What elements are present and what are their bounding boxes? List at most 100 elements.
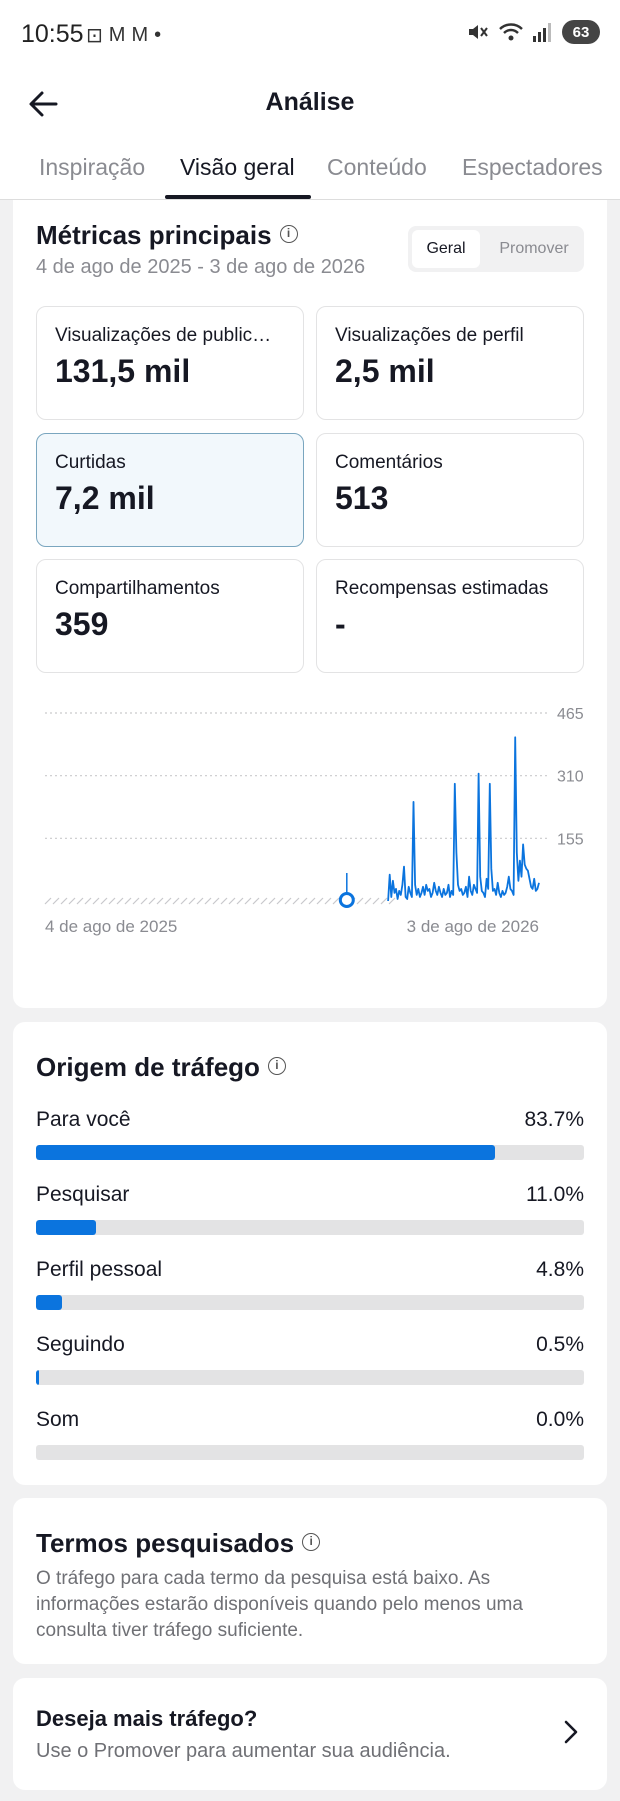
traffic-title-text: Origem de tráfego — [36, 1052, 260, 1082]
baseline-hatch — [316, 897, 324, 905]
traffic-source-bar — [36, 1145, 584, 1160]
promote-card[interactable]: Deseja mais tráfego? Use o Promover para… — [13, 1678, 607, 1790]
baseline-hatch — [236, 897, 244, 905]
signal-icon — [533, 23, 551, 42]
info-icon[interactable]: i — [279, 225, 298, 244]
traffic-source-bar — [36, 1370, 584, 1385]
metric-value: 7,2 mil — [55, 480, 155, 516]
metric-value: - — [335, 606, 346, 642]
active-tab-indicator — [165, 195, 311, 199]
status-bar: 10:55 ⊡ M M • 63 — [0, 0, 620, 70]
baseline-hatch — [212, 897, 220, 905]
metric-label: Comentários — [335, 452, 443, 473]
segment-control: Geral Promover — [408, 226, 584, 272]
promo-subtitle: Use o Promover para aumentar sua audiênc… — [36, 1740, 451, 1762]
baseline-hatch — [60, 897, 68, 905]
y-tick-label: 465 — [557, 706, 584, 723]
traffic-source-bar — [36, 1295, 584, 1310]
likes-line-chart: 155 310 465 4 de ago de 2025 3 de ago de 202… — [44, 706, 584, 936]
terms-title: Termos pesquisados i — [36, 1528, 321, 1559]
y-tick-label: 155 — [557, 831, 584, 848]
tab-conteudo[interactable]: Conteúdo — [327, 154, 427, 180]
tab-inspiracao[interactable]: Inspiração — [39, 154, 146, 180]
date-range: 4 de ago de 2025 - 3 de ago de 2026 — [36, 256, 366, 278]
system-icons: 63 — [466, 20, 600, 44]
baseline-hatch — [196, 897, 204, 905]
baseline-hatch — [244, 897, 252, 905]
segment-geral[interactable]: Geral — [412, 230, 480, 268]
screenshot-icon: ⊡ — [86, 25, 103, 47]
traffic-card: Origem de tráfego i Para você 83.7% Pesquis… — [13, 1022, 607, 1485]
traffic-source-percent: 0.0% — [536, 1408, 584, 1431]
metrics-title-text: Métricas principais — [36, 220, 272, 250]
metric-value: 131,5 mil — [55, 353, 191, 389]
traffic-source-percent: 0.5% — [536, 1333, 584, 1356]
back-arrow-icon[interactable] — [24, 84, 64, 124]
traffic-source-bar-fill — [36, 1145, 495, 1160]
metric-card-comments[interactable]: Comentários 513 — [316, 433, 584, 547]
traffic-source-percent: 83.7% — [524, 1108, 584, 1131]
baseline-hatch — [100, 897, 108, 905]
traffic-source-label: Para você — [36, 1108, 131, 1131]
info-icon[interactable]: i — [267, 1057, 286, 1076]
baseline-hatch — [284, 897, 292, 905]
promo-title: Deseja mais tráfego? — [36, 1706, 258, 1731]
metric-value: 359 — [55, 606, 109, 642]
metric-label: Recompensas estimadas — [335, 578, 549, 599]
metric-card-likes[interactable]: Curtidas 7,2 mil — [36, 433, 304, 547]
tab-visao-geral[interactable]: Visão geral — [180, 154, 295, 180]
traffic-source-bar-fill — [36, 1295, 63, 1310]
traffic-source-label: Seguindo — [36, 1333, 125, 1356]
traffic-source-bar-fill — [36, 1370, 39, 1385]
metrics-card: Métricas principais i 4 de ago de 2025 - … — [13, 200, 607, 1008]
metric-card-rewards[interactable]: Recompensas estimadas - — [316, 559, 584, 673]
baseline-hatch — [332, 897, 340, 905]
baseline-hatch — [132, 897, 140, 905]
baseline-hatch — [156, 897, 164, 905]
baseline-hatch — [188, 897, 196, 905]
info-icon[interactable]: i — [302, 1533, 321, 1552]
baseline-hatch — [260, 897, 268, 905]
terms-description: O tráfego para cada termo da pesquisa es… — [36, 1568, 523, 1641]
traffic-source-bar-fill — [36, 1220, 97, 1235]
baseline-hatch — [356, 897, 364, 905]
traffic-title: Origem de tráfego i — [36, 1052, 286, 1083]
baseline-hatch — [172, 897, 180, 905]
baseline-hatch — [164, 897, 172, 905]
baseline-hatch — [140, 897, 148, 905]
baseline-hatch — [92, 897, 100, 905]
y-tick-label: 310 — [557, 769, 584, 786]
baseline-hatch — [324, 897, 332, 905]
metric-label: Visualizações de public… — [55, 325, 272, 346]
baseline-hatch — [300, 897, 308, 905]
metric-card-profile-views[interactable]: Visualizações de perfil 2,5 mil — [316, 306, 584, 420]
baseline-hatch — [148, 897, 156, 905]
x-tick-label: 4 de ago de 2025 — [45, 917, 177, 936]
metric-card-post-views[interactable]: Visualizações de public… 131,5 mil — [36, 306, 304, 420]
baseline-hatch — [228, 897, 236, 905]
baseline-hatch — [252, 897, 260, 905]
baseline-hatch — [220, 897, 228, 905]
baseline-hatch — [364, 897, 372, 905]
traffic-source-label: Som — [36, 1408, 80, 1431]
baseline-hatch — [276, 897, 284, 905]
metric-card-shares[interactable]: Compartilhamentos 359 — [36, 559, 304, 673]
baseline-hatch — [308, 897, 316, 905]
baseline-hatch — [372, 897, 380, 905]
battery-icon: 63 — [562, 20, 600, 44]
metrics-title: Métricas principais i — [36, 220, 298, 251]
chevron-right-icon — [564, 1720, 578, 1744]
notification-icons: ⊡ M M • — [86, 23, 161, 48]
x-tick-label: 3 de ago de 2026 — [407, 917, 539, 936]
baseline-hatch — [116, 897, 124, 905]
traffic-source-percent: 11.0% — [526, 1183, 584, 1206]
metric-label: Compartilhamentos — [55, 578, 220, 599]
terms-title-text: Termos pesquisados — [36, 1528, 295, 1558]
status-time: 10:55 — [21, 20, 84, 48]
traffic-source-percent: 4.8% — [536, 1258, 584, 1281]
segment-promover[interactable]: Promover — [499, 240, 569, 257]
baseline-hatch — [68, 897, 76, 905]
tab-espectadores[interactable]: Espectadores — [462, 154, 603, 180]
gmail-icon: M — [131, 24, 149, 46]
traffic-source-label: Perfil pessoal — [36, 1258, 163, 1281]
